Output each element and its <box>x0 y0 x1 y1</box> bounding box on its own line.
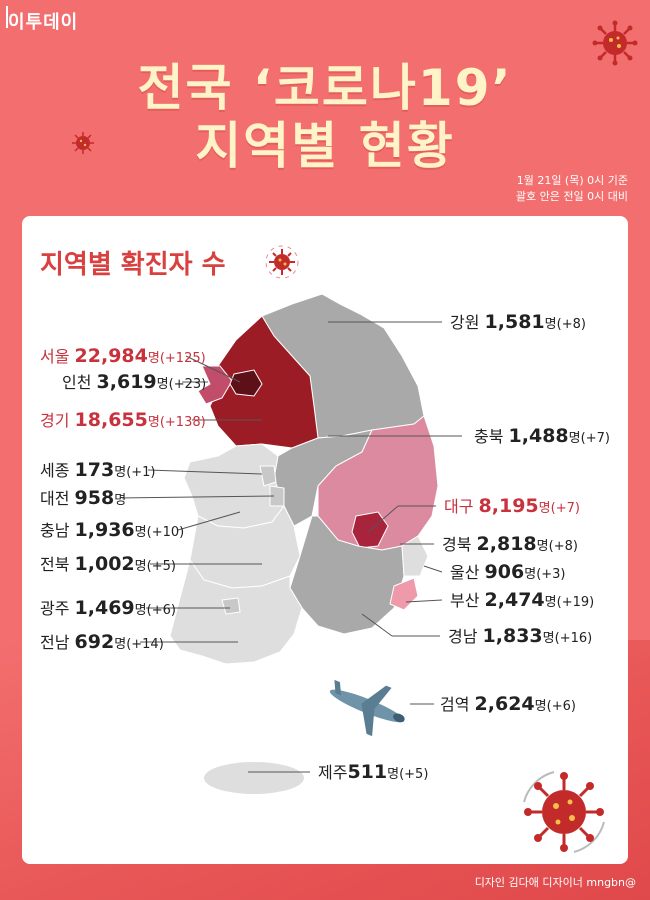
virus-icon <box>72 132 94 154</box>
region-incheon <box>197 365 233 405</box>
label-chungnam: 충남 1,936명(+10) <box>40 519 185 541</box>
publisher-logo: 이투데이 <box>5 6 78 34</box>
region-jeju <box>204 762 304 794</box>
label-gangwon: 강원 1,581명(+8) <box>450 311 586 333</box>
virus-icon <box>592 20 638 66</box>
basis-note: 괄호 안은 전일 0시 대비 <box>515 190 628 203</box>
label-gwangju: 광주 1,469명(+6) <box>40 597 176 619</box>
label-jeonbuk: 전북 1,002명(+5) <box>40 553 176 575</box>
virus-icon <box>523 771 605 853</box>
label-jeju: 제주511명(+5) <box>318 761 429 783</box>
label-quarantine: 검역 2,624명(+6) <box>440 693 576 715</box>
label-daegu: 대구 8,195명(+7) <box>444 495 580 517</box>
region-gwangju <box>221 597 241 615</box>
label-daejeon: 대전 958명 <box>40 487 127 509</box>
label-ulsan: 울산 906명(+3) <box>450 561 566 583</box>
label-jeonnam: 전남 692명(+14) <box>40 631 164 653</box>
region-chungnam <box>183 443 285 529</box>
region-sejong <box>259 465 277 487</box>
page-title-line1: 전국 ‘코로나19’ <box>137 59 513 117</box>
region-seoul <box>229 369 263 397</box>
label-gyeonggi: 경기 18,655명(+138) <box>40 409 206 431</box>
label-chungbuk: 충북 1,488명(+7) <box>474 425 610 447</box>
virus-icon <box>265 245 299 279</box>
card-title: 지역별 확진자 수 <box>40 250 226 280</box>
content-card: 지역별 확진자 수 <box>22 216 628 864</box>
label-gyeongnam: 경남 1,833명(+16) <box>448 625 593 647</box>
korea-map <box>121 293 462 794</box>
label-sejong: 세종 173명(+1) <box>40 459 156 481</box>
credit: 디자인 김다애 디자이너 mngbn@ <box>474 876 636 889</box>
label-seoul: 서울 22,984명(+125) <box>40 345 206 367</box>
label-gyeongbuk: 경북 2,818명(+8) <box>442 533 578 555</box>
label-busan: 부산 2,474명(+19) <box>450 589 595 611</box>
airplane-icon <box>329 679 405 737</box>
basis-date: 1월 21일 (목) 0시 기준 <box>516 174 628 187</box>
page-title-line2: 지역별 현황 <box>195 117 455 175</box>
label-incheon: 인천 3,619명(+23) <box>62 371 207 393</box>
